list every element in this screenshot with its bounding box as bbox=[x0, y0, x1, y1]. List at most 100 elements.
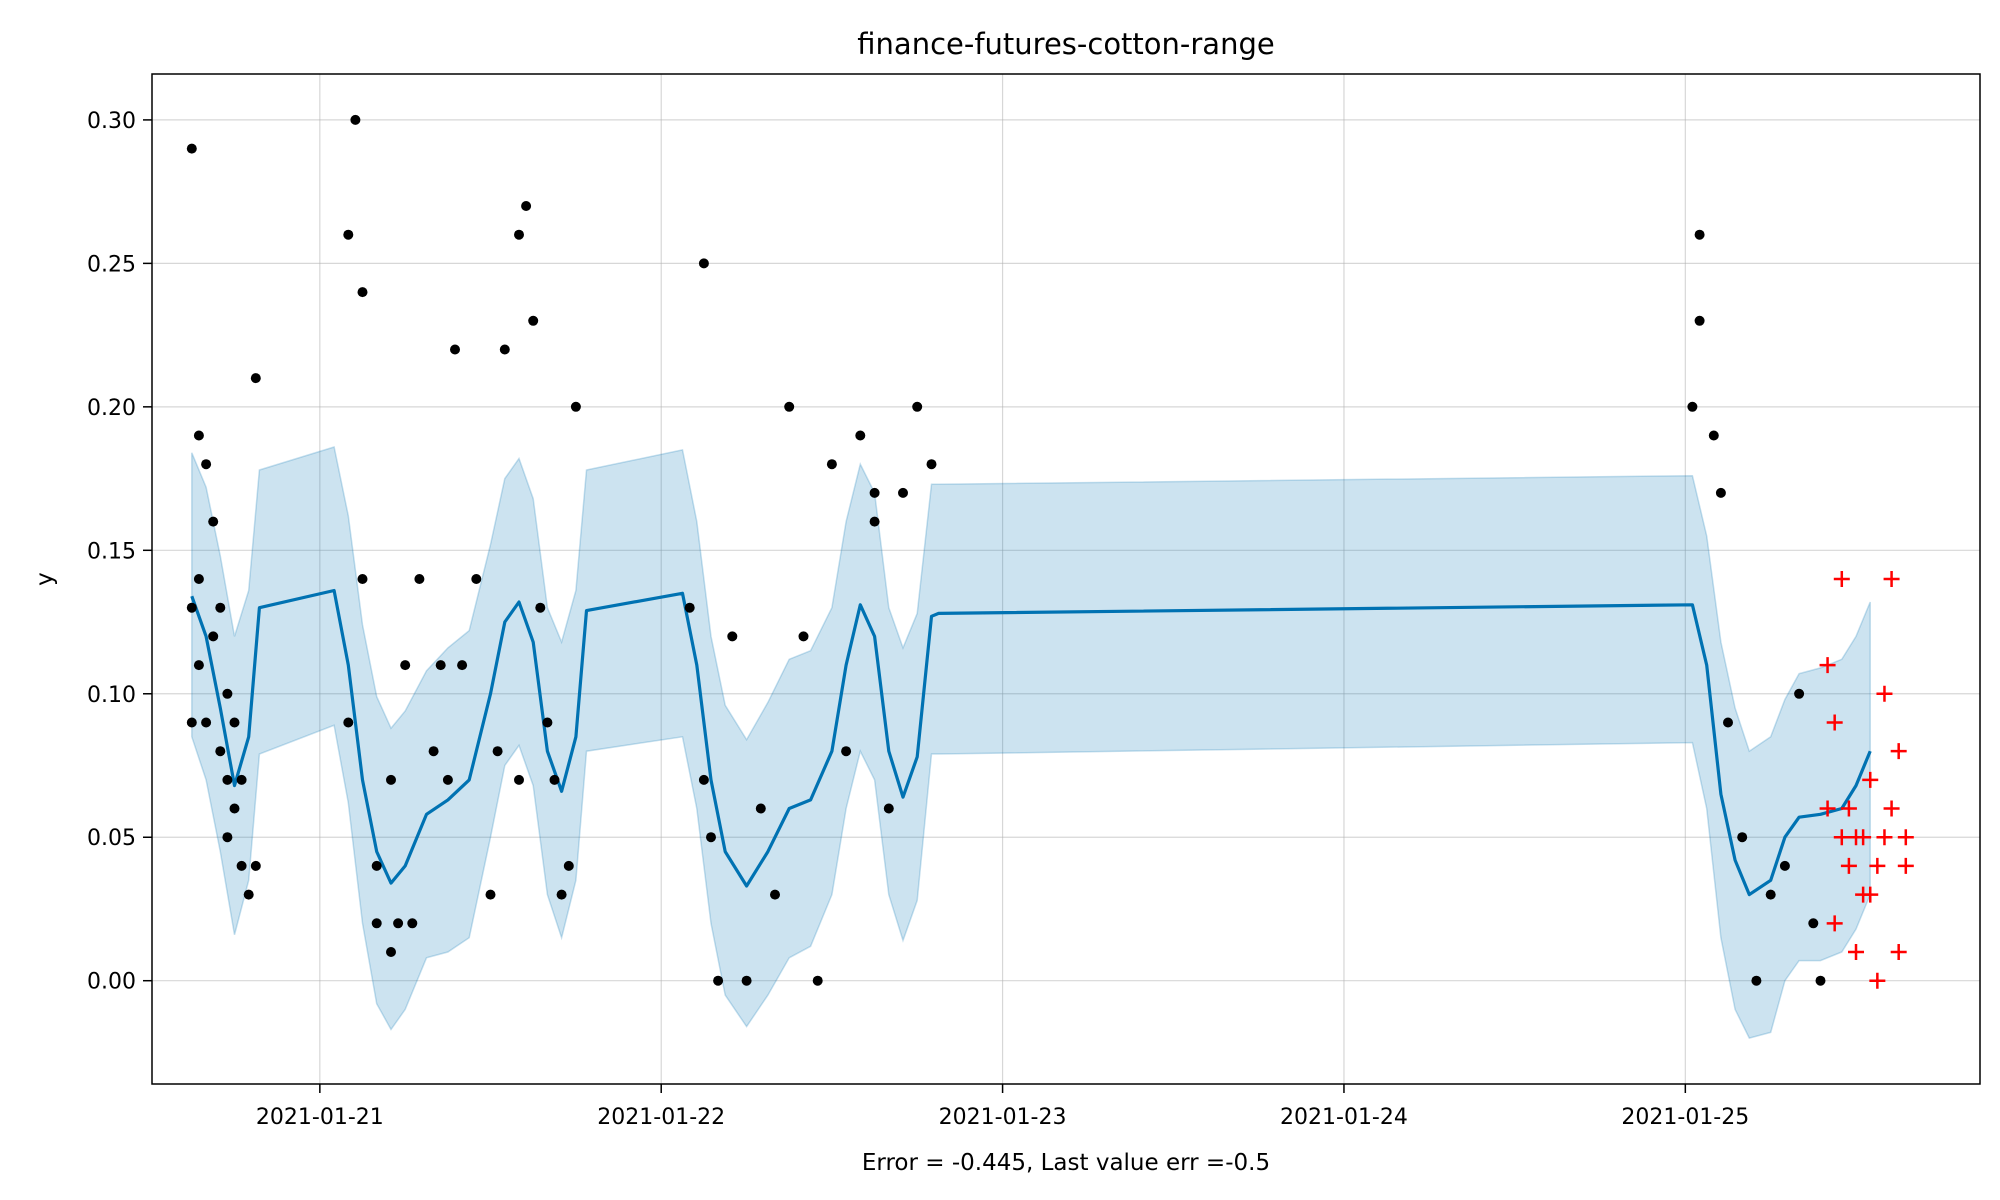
observed-point bbox=[371, 860, 382, 871]
observed-point bbox=[1779, 860, 1790, 871]
observed-point bbox=[222, 832, 233, 843]
observed-point bbox=[1694, 315, 1705, 326]
observed-point bbox=[236, 774, 247, 785]
future-point bbox=[1819, 657, 1836, 674]
observed-point bbox=[236, 860, 247, 871]
observed-point bbox=[784, 401, 795, 412]
observed-point bbox=[222, 774, 233, 785]
future-point bbox=[1897, 857, 1914, 874]
observed-point bbox=[457, 660, 468, 671]
future-point bbox=[1840, 800, 1857, 817]
observed-point bbox=[1808, 918, 1819, 929]
observed-point bbox=[528, 315, 539, 326]
future-point bbox=[1848, 944, 1865, 961]
observed-point bbox=[883, 803, 894, 814]
observed-points bbox=[186, 114, 1826, 986]
future-point bbox=[1840, 857, 1857, 874]
observed-point bbox=[549, 774, 560, 785]
observed-point bbox=[798, 631, 809, 642]
observed-point bbox=[186, 602, 197, 613]
observed-point bbox=[186, 143, 197, 154]
future-point bbox=[1869, 857, 1886, 874]
observed-point bbox=[492, 746, 503, 757]
observed-point bbox=[1694, 229, 1705, 240]
y-tick-label: 0.25 bbox=[87, 252, 136, 277]
x-axis-ticks: 2021-01-21 2021-01-22 2021-01-23 2021-01-24… bbox=[256, 1084, 1749, 1130]
observed-point bbox=[428, 746, 439, 757]
future-point bbox=[1897, 829, 1914, 846]
future-point bbox=[1826, 915, 1843, 932]
future-point bbox=[1876, 685, 1893, 702]
future-points bbox=[1819, 571, 1914, 989]
observed-point bbox=[713, 975, 724, 986]
observed-point bbox=[400, 660, 411, 671]
observed-point bbox=[755, 803, 766, 814]
observed-point bbox=[407, 918, 418, 929]
observed-point bbox=[250, 860, 261, 871]
future-point bbox=[1890, 944, 1907, 961]
observed-point bbox=[208, 516, 219, 527]
observed-point bbox=[193, 660, 204, 671]
observed-point bbox=[386, 947, 396, 957]
future-point bbox=[1883, 571, 1900, 587]
future-point bbox=[1890, 743, 1907, 760]
observed-point bbox=[521, 201, 532, 211]
observed-point bbox=[1815, 975, 1826, 986]
observed-point bbox=[812, 975, 823, 986]
future-point bbox=[1855, 829, 1872, 846]
observed-point bbox=[1715, 487, 1726, 498]
observed-point bbox=[698, 774, 709, 785]
observed-point bbox=[912, 401, 923, 412]
observed-point bbox=[556, 889, 567, 900]
future-point bbox=[1833, 571, 1850, 587]
y-tick-label: 0.10 bbox=[87, 683, 136, 708]
observed-point bbox=[826, 459, 837, 470]
observed-point bbox=[698, 258, 709, 269]
observed-point bbox=[684, 602, 695, 613]
observed-point bbox=[343, 229, 354, 240]
observed-point bbox=[215, 746, 226, 757]
observed-point bbox=[471, 574, 482, 584]
future-point bbox=[1862, 886, 1879, 903]
observed-point bbox=[535, 602, 546, 613]
observed-point bbox=[357, 287, 368, 298]
forecast-line-group bbox=[190, 588, 1872, 897]
x-tick-label: 2021-01-21 bbox=[256, 1105, 384, 1130]
observed-point bbox=[343, 717, 354, 728]
observed-point bbox=[186, 717, 197, 728]
observed-point bbox=[514, 774, 524, 785]
observed-point bbox=[229, 717, 240, 728]
observed-point bbox=[229, 803, 240, 814]
observed-point bbox=[1751, 975, 1762, 986]
observed-point bbox=[563, 860, 574, 871]
future-point bbox=[1826, 714, 1843, 731]
observed-point bbox=[855, 430, 866, 441]
y-tick-label: 0.00 bbox=[87, 970, 136, 995]
observed-point bbox=[250, 373, 261, 384]
x-tick-label: 2021-01-24 bbox=[1280, 1105, 1408, 1130]
observed-point bbox=[414, 574, 425, 584]
future-point bbox=[1862, 771, 1879, 788]
observed-point bbox=[841, 746, 852, 757]
observed-point bbox=[208, 631, 219, 642]
grid-lines bbox=[152, 74, 1980, 1084]
chart-title: finance-futures-cotton-range bbox=[857, 27, 1274, 61]
future-point bbox=[1819, 800, 1836, 817]
x-tick-label: 2021-01-23 bbox=[939, 1105, 1067, 1130]
observed-point bbox=[1794, 688, 1805, 699]
observed-point bbox=[1708, 430, 1719, 441]
observed-point bbox=[371, 918, 382, 929]
y-axis-label: y bbox=[32, 572, 58, 586]
observed-point bbox=[570, 401, 581, 412]
observed-point bbox=[222, 688, 233, 699]
observed-point bbox=[869, 487, 880, 498]
observed-point bbox=[1687, 401, 1698, 412]
observed-point bbox=[386, 774, 396, 785]
y-tick-label: 0.30 bbox=[87, 109, 136, 134]
forecast-line bbox=[190, 588, 1872, 897]
x-axis-label: Error = -0.445, Last value err =-0.5 bbox=[862, 1150, 1270, 1176]
y-tick-label: 0.05 bbox=[87, 826, 136, 851]
plot-frame bbox=[151, 73, 1981, 1085]
